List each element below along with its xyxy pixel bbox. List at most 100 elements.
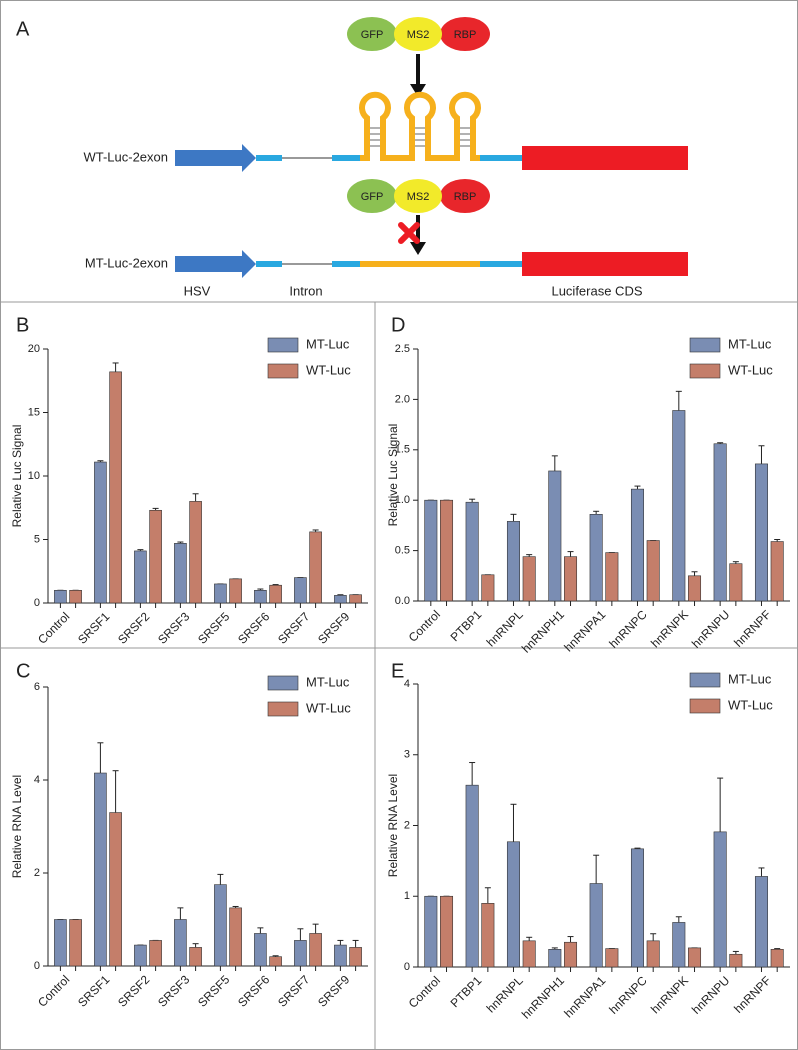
y-tick-label: 10	[28, 470, 40, 482]
y-tick-label: 0.5	[395, 545, 410, 557]
legend-swatch	[689, 672, 721, 688]
y-tick-label: 0.0	[395, 595, 410, 607]
x-tick-label: PTBP1	[448, 607, 485, 644]
bar	[54, 919, 67, 967]
y-tick-label: 3	[404, 749, 410, 761]
bar	[630, 848, 644, 968]
bar	[440, 499, 454, 602]
diagram: A GFP MS2 RBP WT-Luc-2exon GFP MS2 RBP M…	[16, 17, 688, 298]
bar	[189, 501, 202, 604]
bar	[522, 556, 536, 602]
panel-label: E	[391, 660, 404, 682]
x-tick-label: hnRNPK	[648, 973, 691, 1016]
x-tick-label: hnRNPC	[606, 973, 650, 1017]
stems	[368, 127, 472, 147]
bar	[229, 578, 242, 604]
bar	[589, 514, 603, 602]
bar	[646, 940, 660, 968]
bar	[688, 575, 702, 602]
legend-swatch	[689, 363, 721, 379]
block-x	[398, 222, 420, 244]
hsv	[175, 250, 256, 278]
x-tick-label: hnRNPF	[731, 607, 773, 649]
y-axis-label: Relative Luc Signal	[386, 424, 400, 527]
arrowhead	[410, 242, 426, 255]
bar	[349, 947, 362, 967]
region-label: Intron	[289, 283, 322, 298]
bar	[589, 883, 603, 968]
bar	[149, 940, 162, 967]
x-tick-label: hnRNPH1	[519, 973, 567, 1021]
bar	[294, 940, 307, 967]
bar	[94, 772, 107, 967]
mt-label: MT-Luc-2exon	[85, 255, 168, 270]
ms2-label: MS2	[407, 29, 430, 41]
bar	[109, 371, 122, 604]
y-tick-label: 6	[34, 681, 40, 693]
y-tick-label: 4	[404, 678, 410, 690]
bar	[605, 948, 619, 968]
bar	[334, 595, 347, 604]
x-tick-label: hnRNPF	[731, 973, 773, 1015]
bar	[646, 540, 660, 602]
bar	[309, 933, 322, 967]
x-tick-label: hnRNPL	[484, 973, 526, 1015]
bar	[754, 876, 768, 968]
x-tick-label: hnRNPC	[606, 607, 650, 651]
bar	[672, 922, 686, 968]
x-tick-label: SRSF1	[75, 609, 112, 646]
x-tick-label: SRSF2	[115, 972, 152, 1009]
bar	[294, 577, 307, 604]
y-tick-label: 4	[34, 774, 40, 786]
gfp-label: GFP	[361, 29, 384, 41]
x-tick-label: SRSF7	[275, 609, 312, 646]
y-tick-label: 1	[404, 890, 410, 902]
y-axis-label: Relative RNA Level	[10, 775, 24, 878]
x-tick-label: PTBP1	[448, 973, 485, 1010]
bar	[440, 895, 454, 968]
ms2	[394, 179, 442, 213]
x-tick-label: SRSF9	[315, 972, 352, 1009]
ms2-label: MS2	[407, 191, 430, 203]
y-tick-label: 0	[34, 960, 40, 972]
luciferase	[522, 146, 688, 170]
x-tick-label: hnRNPA1	[561, 607, 608, 654]
legend-label: WT-Luc	[306, 700, 351, 715]
legend-swatch	[267, 701, 299, 717]
ms2	[394, 17, 442, 51]
bar	[69, 919, 82, 967]
bar	[713, 831, 727, 968]
bar	[109, 812, 122, 967]
y-tick-label: 1.0	[395, 494, 410, 506]
y-tick-label: 2	[34, 867, 40, 879]
legend-swatch	[689, 337, 721, 353]
x-tick-label: hnRNPA1	[561, 973, 608, 1020]
legend-label: WT-Luc	[728, 362, 773, 377]
x-tick-label: SRSF3	[155, 972, 192, 1009]
legend-label: WT-Luc	[306, 362, 351, 377]
x-tick-label: SRSF9	[315, 609, 352, 646]
bar	[729, 563, 743, 602]
bar	[254, 589, 267, 604]
arrowhead	[410, 84, 426, 97]
gfp	[347, 179, 397, 213]
bar	[465, 501, 479, 602]
bar	[349, 594, 362, 604]
bar	[309, 531, 322, 604]
bar	[630, 488, 644, 602]
bar	[506, 521, 520, 602]
bar	[134, 550, 147, 604]
bar	[688, 947, 702, 968]
legend-label: MT-Luc	[728, 671, 772, 686]
bar	[134, 944, 147, 967]
bar	[729, 953, 743, 968]
x-tick-label: Control	[35, 609, 72, 646]
bar	[254, 933, 267, 967]
x-tick-label: hnRNPU	[689, 607, 732, 650]
x-tick-label: SRSF2	[115, 609, 152, 646]
x-tick-label: hnRNPL	[484, 607, 526, 649]
bar	[713, 443, 727, 602]
y-axis-label: Relative Luc Signal	[10, 425, 24, 528]
bar	[605, 552, 619, 602]
